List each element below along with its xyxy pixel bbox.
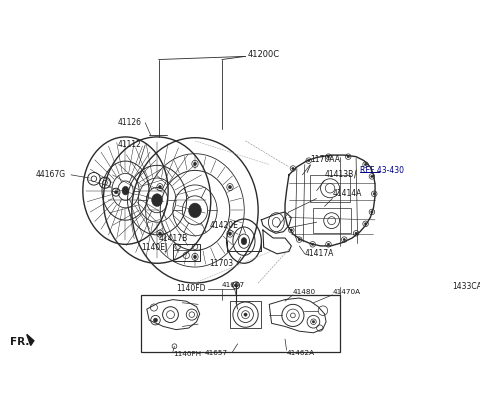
Ellipse shape: [193, 162, 197, 166]
Text: REF 43-430: REF 43-430: [360, 166, 404, 174]
Ellipse shape: [371, 211, 373, 213]
Ellipse shape: [189, 203, 201, 218]
Ellipse shape: [298, 239, 300, 241]
Polygon shape: [27, 334, 34, 345]
Ellipse shape: [193, 255, 197, 259]
Ellipse shape: [234, 284, 238, 287]
Text: 44167G: 44167G: [36, 170, 66, 179]
Text: 41657: 41657: [204, 350, 228, 356]
Ellipse shape: [152, 194, 162, 207]
Ellipse shape: [373, 192, 375, 195]
Ellipse shape: [244, 313, 247, 316]
Text: 41657: 41657: [222, 282, 245, 288]
Text: 41200C: 41200C: [248, 50, 280, 59]
Ellipse shape: [364, 223, 367, 225]
Text: 41126: 41126: [118, 118, 142, 127]
Text: 41417B: 41417B: [159, 233, 188, 243]
Ellipse shape: [308, 160, 310, 162]
Ellipse shape: [241, 238, 247, 245]
Ellipse shape: [355, 232, 357, 235]
Text: 41462A: 41462A: [287, 350, 315, 356]
Text: 1140EJ: 1140EJ: [141, 243, 168, 252]
Ellipse shape: [364, 163, 367, 166]
Ellipse shape: [154, 318, 157, 322]
Ellipse shape: [343, 239, 346, 241]
Ellipse shape: [158, 232, 162, 235]
Ellipse shape: [327, 243, 330, 245]
Text: 41112: 41112: [118, 140, 142, 149]
Text: 1140FD: 1140FD: [176, 284, 205, 293]
Ellipse shape: [228, 232, 231, 235]
Text: 1170AA: 1170AA: [310, 154, 340, 164]
Ellipse shape: [327, 156, 330, 158]
Text: 41470A: 41470A: [333, 289, 360, 295]
Ellipse shape: [228, 185, 231, 189]
Ellipse shape: [290, 229, 292, 231]
Text: FR.: FR.: [10, 337, 30, 347]
Text: 41420E: 41420E: [209, 221, 238, 230]
Text: 11703: 11703: [209, 259, 233, 268]
Ellipse shape: [371, 175, 373, 178]
Text: 41414A: 41414A: [333, 189, 362, 198]
Text: 1140FH: 1140FH: [173, 351, 201, 357]
Text: 1433CA: 1433CA: [453, 282, 480, 292]
Text: 41417A: 41417A: [305, 249, 334, 258]
Ellipse shape: [312, 320, 314, 323]
Ellipse shape: [114, 190, 118, 194]
Ellipse shape: [347, 156, 349, 158]
Ellipse shape: [312, 243, 314, 245]
Text: 41480: 41480: [293, 289, 316, 295]
Ellipse shape: [122, 186, 129, 195]
Ellipse shape: [292, 167, 294, 170]
Ellipse shape: [158, 185, 162, 189]
Text: 41413B: 41413B: [324, 170, 354, 179]
